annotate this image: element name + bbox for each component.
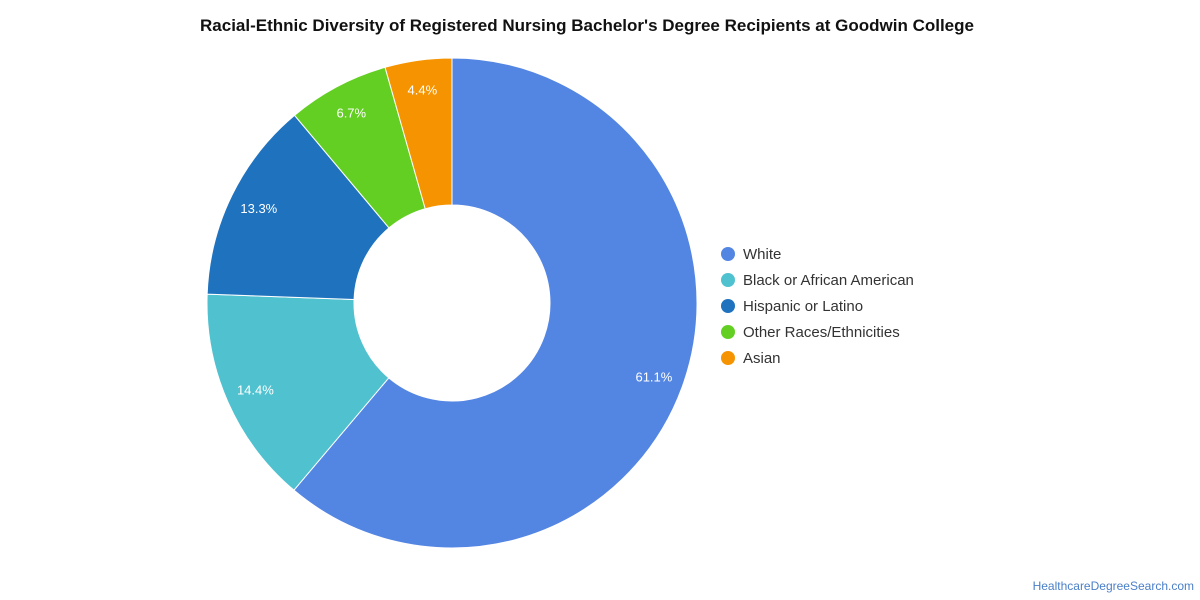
slice-label: 4.4% [408,83,438,98]
legend-item[interactable]: Asian [721,345,914,371]
chart-title: Racial-Ethnic Diversity of Registered Nu… [200,16,974,35]
slice-asian[interactable] [384,57,453,210]
legend-swatch-icon [721,325,735,339]
legend-swatch-icon [721,247,735,261]
slice-labels-group: 61.1% 14.4% 13.3% 6.7% 4.4% [237,83,673,398]
legend-item[interactable]: Other Races/Ethnicities [721,319,914,345]
slice-label: 61.1% [635,369,672,384]
slices-group [206,57,698,549]
legend-swatch-icon [721,351,735,365]
legend-swatch-icon [721,299,735,313]
legend-label: Asian [743,349,781,367]
slice-label: 13.3% [240,201,277,216]
legend-item[interactable]: Hispanic or Latino [721,293,914,319]
slice-label: 14.4% [237,383,274,398]
legend-label: Black or African American [743,271,914,289]
slice-white[interactable] [293,57,698,549]
legend-label: Other Races/Ethnicities [743,323,900,341]
legend: White Black or African American Hispanic o… [721,241,914,371]
legend-item[interactable]: White [721,241,914,267]
slice-black-or-african-american[interactable] [206,293,390,491]
legend-item[interactable]: Black or African American [721,267,914,293]
legend-swatch-icon [721,273,735,287]
slice-hispanic-or-latino[interactable] [206,114,390,300]
slice-label: 6.7% [336,106,366,121]
legend-label: White [743,245,782,263]
legend-label: Hispanic or Latino [743,297,864,315]
source-credit[interactable]: HealthcareDegreeSearch.com [1032,579,1194,593]
